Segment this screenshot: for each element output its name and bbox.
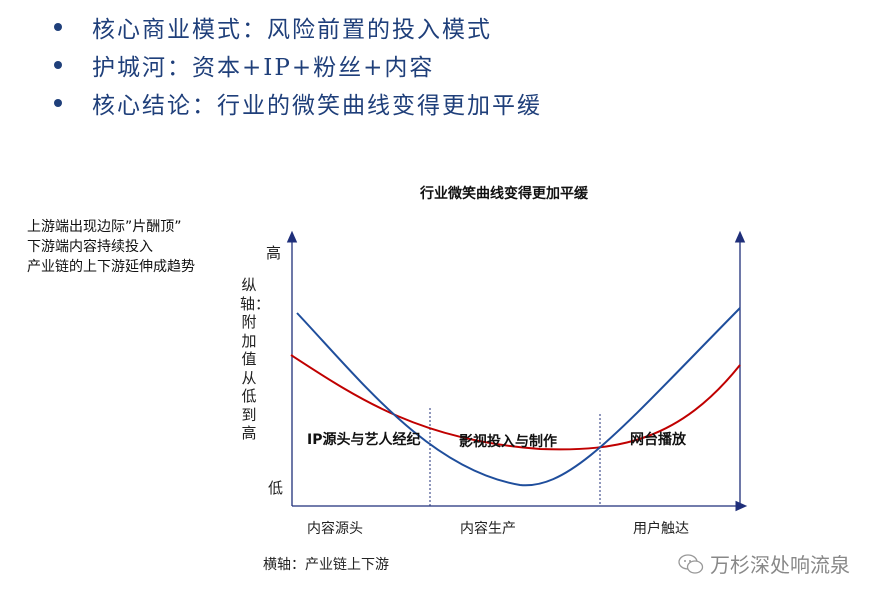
bullet-text: 护城河：资本+IP+粉丝+内容 <box>92 55 435 81</box>
y-axis-label: 纵轴：附加值从低到高 <box>240 276 271 442</box>
bullet-text: 核心商业模式：风险前置的投入模式 <box>92 17 492 43</box>
x-category-reach: 用户触达 <box>633 521 689 537</box>
wechat-icon <box>678 553 704 574</box>
bullet-item: 核心商业模式：风险前置的投入模式 <box>50 8 542 46</box>
bullet-dot-icon <box>54 61 62 69</box>
chart-title: 行业微笑曲线变得更加平缓 <box>420 186 588 202</box>
flat-smile-curve <box>290 354 741 451</box>
bullet-dot-icon <box>54 23 62 31</box>
bullet-dot-icon <box>54 99 62 107</box>
watermark-text: 万杉深处响流泉 <box>710 553 850 577</box>
side-note: 上游端出现边际”片酬顶” 下游端内容持续投入 产业链的上下游延伸成趋势 <box>27 217 195 277</box>
x-category-production: 内容生产 <box>460 521 516 537</box>
note-line: 产业链的上下游延伸成趋势 <box>27 259 195 275</box>
steep-smile-curve <box>296 307 741 487</box>
region-label-broadcast: 网台播放 <box>630 432 686 448</box>
x-category-source: 内容源头 <box>307 521 363 537</box>
region-label-production: 影视投入与制作 <box>459 434 557 450</box>
bullet-list: 核心商业模式：风险前置的投入模式 护城河：资本+IP+粉丝+内容 核心结论：行业… <box>50 8 542 122</box>
note-line: 上游端出现边际”片酬顶” <box>27 219 182 235</box>
bullet-text: 核心结论：行业的微笑曲线变得更加平缓 <box>92 93 542 119</box>
x-axis-label: 横轴：产业链上下游 <box>263 557 389 573</box>
bullet-item: 护城河：资本+IP+粉丝+内容 <box>50 46 542 84</box>
note-line: 下游端内容持续投入 <box>27 239 153 255</box>
watermark: 万杉深处响流泉 <box>678 549 850 578</box>
region-label-ip: IP源头与艺人经纪 <box>307 432 421 448</box>
y-low-label: 低 <box>268 479 284 497</box>
y-high-label: 高 <box>266 244 282 262</box>
bullet-item: 核心结论：行业的微笑曲线变得更加平缓 <box>50 84 542 122</box>
